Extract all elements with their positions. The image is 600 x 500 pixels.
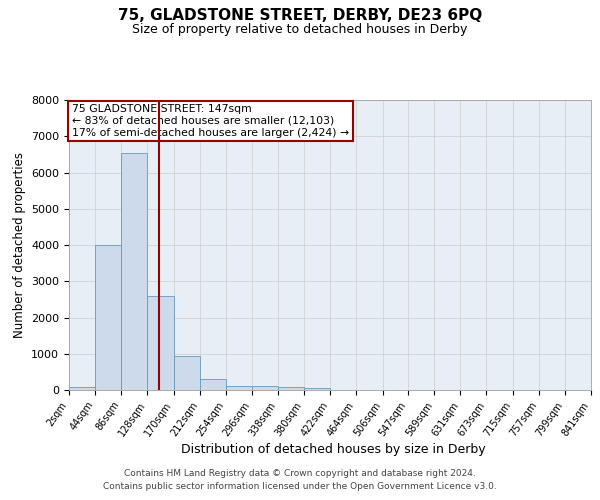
- Bar: [278, 387, 304, 390]
- Text: 75 GLADSTONE STREET: 147sqm
← 83% of detached houses are smaller (12,103)
17% of: 75 GLADSTONE STREET: 147sqm ← 83% of det…: [71, 104, 349, 138]
- Text: Size of property relative to detached houses in Derby: Size of property relative to detached ho…: [133, 22, 467, 36]
- Bar: [95, 245, 121, 390]
- Bar: [173, 356, 200, 390]
- Bar: [304, 388, 331, 390]
- Text: Contains public sector information licensed under the Open Government Licence v3: Contains public sector information licen…: [103, 482, 497, 491]
- Bar: [69, 387, 95, 390]
- Bar: [148, 296, 173, 390]
- Text: 75, GLADSTONE STREET, DERBY, DE23 6PQ: 75, GLADSTONE STREET, DERBY, DE23 6PQ: [118, 8, 482, 22]
- Bar: [121, 152, 148, 390]
- Text: Contains HM Land Registry data © Crown copyright and database right 2024.: Contains HM Land Registry data © Crown c…: [124, 468, 476, 477]
- Bar: [200, 379, 226, 390]
- Text: Distribution of detached houses by size in Derby: Distribution of detached houses by size …: [181, 442, 485, 456]
- Y-axis label: Number of detached properties: Number of detached properties: [13, 152, 26, 338]
- Bar: [226, 386, 252, 390]
- Bar: [252, 386, 278, 390]
